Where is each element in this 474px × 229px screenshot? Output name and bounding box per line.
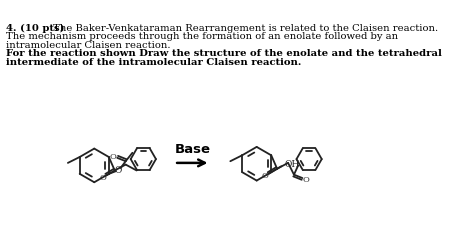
- Text: O: O: [100, 174, 106, 182]
- Text: OH: OH: [285, 160, 300, 169]
- Text: 4. (10 pts): 4. (10 pts): [6, 24, 64, 33]
- Text: intermediate of the intramolecular Claisen reaction.: intermediate of the intramolecular Clais…: [6, 58, 301, 67]
- Text: For the reaction shown Draw the structure of the enolate and the tetrahedral: For the reaction shown Draw the structur…: [6, 49, 442, 58]
- Text: O: O: [302, 176, 309, 184]
- Text: intramolecular Claisen reaction.: intramolecular Claisen reaction.: [6, 41, 170, 50]
- Text: The mechanism proceeds through the formation of an enolate followed by an: The mechanism proceeds through the forma…: [6, 33, 398, 41]
- Text: Base: Base: [174, 143, 210, 156]
- Text: O: O: [109, 153, 117, 161]
- Text: O: O: [262, 172, 269, 180]
- Text: The Baker-Venkataraman Rearrangement is related to the Claisen reaction.: The Baker-Venkataraman Rearrangement is …: [51, 24, 438, 33]
- Text: O: O: [114, 166, 122, 175]
